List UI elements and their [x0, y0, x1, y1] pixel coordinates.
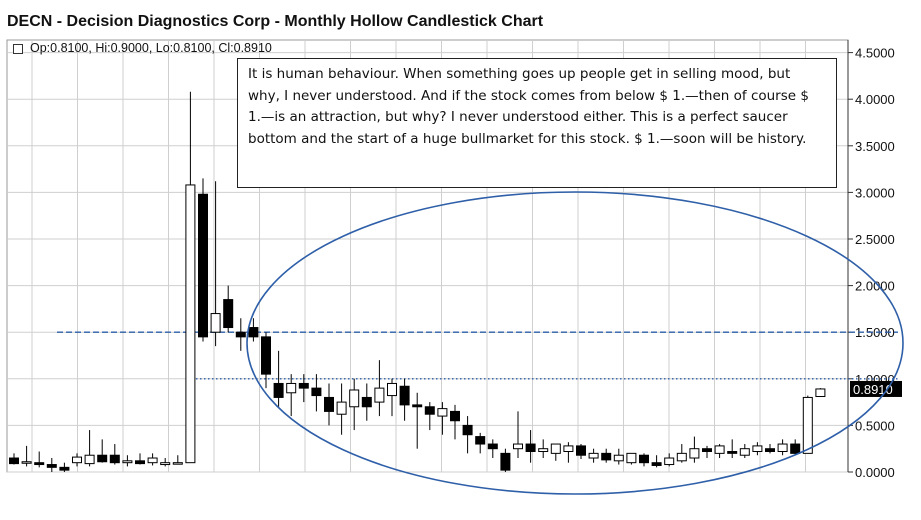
candle-body	[298, 382, 309, 389]
candle-body	[513, 443, 523, 450]
candle-body	[702, 448, 712, 452]
candle-body	[576, 445, 586, 456]
candle-body	[172, 462, 183, 465]
candle-body	[72, 456, 82, 464]
last-price-label: 0.8910	[853, 382, 893, 397]
candle-body	[135, 460, 145, 465]
candle-body	[223, 299, 234, 329]
candle-body	[450, 410, 460, 422]
candle-body	[324, 396, 334, 412]
candle-body	[387, 382, 397, 397]
candle-body	[210, 313, 221, 333]
candle-body	[815, 388, 826, 398]
candle-body	[790, 443, 801, 454]
candle-body	[651, 462, 662, 466]
candle-body	[676, 452, 687, 462]
candle-body	[248, 327, 259, 338]
price-axis: 4.5000 4.0000 3.5000 3.0000 2.5000 2.0000 1.50…	[847, 40, 902, 480]
candle-body	[273, 382, 284, 398]
candle-body	[147, 457, 158, 464]
candle-body	[525, 443, 536, 452]
candle-body	[613, 454, 624, 462]
candle-body	[487, 443, 498, 450]
candles	[9, 91, 826, 472]
candle-body	[550, 443, 561, 454]
y-tick-label: 0.5000	[855, 418, 895, 433]
candle-body	[361, 396, 372, 408]
candle-body	[765, 448, 775, 452]
candle-body	[198, 193, 208, 338]
candle-body	[727, 450, 738, 454]
annotation-box: It is human behaviour. When something go…	[237, 58, 837, 188]
candle-body	[21, 461, 32, 464]
y-tick-label: 4.5000	[855, 46, 895, 61]
y-tick-label: 3.5000	[855, 139, 895, 154]
candle-body	[739, 448, 750, 456]
candle-body	[802, 396, 813, 454]
candle-body	[500, 452, 511, 471]
candle-body	[46, 464, 57, 468]
reference-lines	[57, 331, 898, 380]
candle-body	[160, 462, 171, 466]
candle-body	[235, 331, 246, 338]
candle-body	[714, 445, 725, 454]
candle-body	[59, 466, 70, 471]
last-price-tag	[850, 380, 902, 397]
ohlc-readout: Op:0.8100, Hi:0.9000, Lo:0.8100, Cl:0.89…	[30, 41, 272, 55]
annotation-text: It is human behaviour. When something go…	[248, 66, 809, 147]
candle-body	[399, 385, 410, 406]
candle-body	[84, 454, 95, 465]
candle-body	[437, 408, 448, 417]
candle-body	[374, 387, 385, 403]
candle-body	[626, 452, 637, 464]
candle-body	[261, 336, 271, 375]
candle-body	[185, 184, 196, 464]
candle-body	[109, 454, 120, 464]
candle-body	[9, 457, 19, 465]
candle-body	[664, 457, 675, 466]
candle-body	[752, 445, 763, 452]
candle-body	[538, 448, 549, 452]
candle-body	[777, 443, 788, 452]
y-tick-label: 2.0000	[855, 279, 895, 294]
y-tick-label: 3.0000	[855, 185, 895, 200]
candle-body	[34, 462, 45, 466]
candle-body	[639, 454, 649, 464]
candle-body	[462, 424, 473, 436]
candle-body	[689, 448, 700, 459]
candle-body	[349, 389, 360, 408]
annotation-overlay	[246, 191, 904, 495]
candle-body	[424, 406, 435, 415]
candle-body	[588, 452, 599, 459]
candle-body	[601, 452, 612, 461]
candle-body	[311, 387, 322, 397]
chart-title: DECN - Decision Diagnostics Corp - Month…	[7, 13, 544, 30]
candle-body	[336, 401, 347, 415]
candle-body	[286, 382, 297, 394]
series-toggle-checkbox[interactable]	[13, 44, 23, 54]
candle-body	[412, 404, 423, 408]
candle-body	[475, 436, 486, 445]
y-tick-label: 0.0000	[855, 465, 895, 480]
y-tick-label: 4.0000	[855, 92, 895, 107]
y-tick-label: 2.5000	[855, 232, 895, 247]
y-tick-label: 1.5000	[855, 325, 895, 340]
highlight-ellipse	[246, 191, 904, 495]
candle-body	[122, 460, 133, 464]
candle-body	[563, 445, 574, 452]
candle-body	[97, 454, 108, 463]
